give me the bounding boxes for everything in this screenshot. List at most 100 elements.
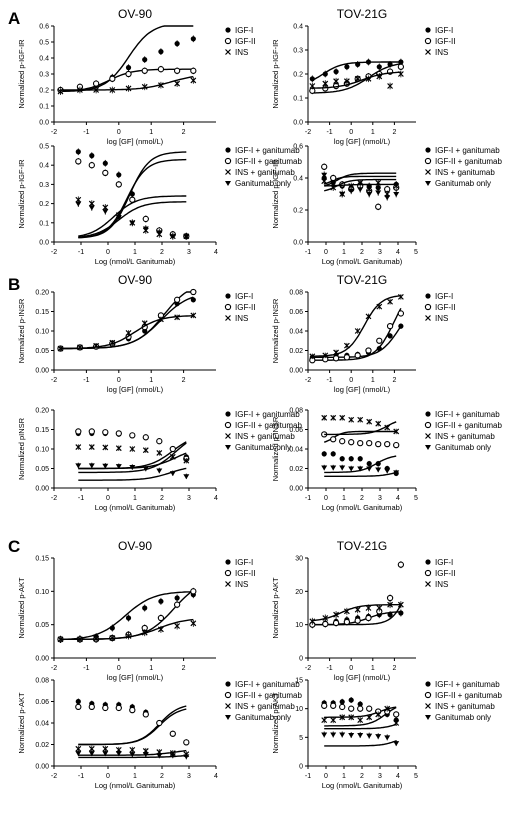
legend-marker xyxy=(425,293,431,299)
series-1 xyxy=(57,296,196,352)
data-point xyxy=(321,163,328,170)
data-point xyxy=(321,178,328,185)
data-point xyxy=(339,465,346,471)
data-point xyxy=(357,705,364,712)
data-point xyxy=(174,41,180,47)
data-point xyxy=(92,80,100,87)
data-point xyxy=(398,59,404,65)
legend-marker xyxy=(425,181,431,186)
y-tick-label: 0.04 xyxy=(289,447,303,454)
data-point xyxy=(174,623,181,629)
data-point xyxy=(115,181,122,188)
series-4 xyxy=(75,200,190,240)
series-1 xyxy=(309,58,404,83)
data-point xyxy=(129,432,136,439)
series-3 xyxy=(57,76,197,95)
x-tick-label: -1 xyxy=(78,773,84,780)
legend-label: Ganitumab only xyxy=(435,443,491,452)
data-point xyxy=(348,733,355,739)
data-point xyxy=(169,453,176,460)
x-tick-label: 1 xyxy=(342,773,346,780)
data-point xyxy=(393,183,400,189)
x-tick-label: 0 xyxy=(324,249,328,256)
y-tick-label: 0.06 xyxy=(289,427,303,434)
y-tick-label: 30 xyxy=(295,556,303,563)
data-point xyxy=(393,470,400,476)
data-point xyxy=(142,215,149,223)
data-point xyxy=(93,342,100,349)
series-4 xyxy=(321,171,400,201)
legend-marker xyxy=(425,681,431,687)
fit-curve xyxy=(324,471,397,477)
y-tick-label: 0.10 xyxy=(35,589,49,596)
y-tick-label: 0.1 xyxy=(39,220,49,227)
chart-2: TOV-21G -2 -1 0 1 2 0.0 0.1 0.2 0.3 0.4 log [GF] (n… xyxy=(271,7,455,146)
legend-label: IGF-II + ganitumab xyxy=(435,421,502,430)
data-point xyxy=(398,610,404,616)
y-axis-label: Normalized p-INSR xyxy=(271,416,280,481)
y-tick-label: 0.0 xyxy=(293,240,303,247)
legend-marker xyxy=(425,703,431,709)
x-tick-label: 4 xyxy=(396,773,400,780)
data-point xyxy=(375,185,381,191)
x-tick-label: -1 xyxy=(83,665,89,672)
data-point xyxy=(142,605,148,611)
legend-label: IGF-II xyxy=(235,303,255,312)
data-point xyxy=(387,601,394,608)
panel-letter-c: C xyxy=(8,537,20,556)
data-point xyxy=(125,330,132,336)
x-tick-label: -1 xyxy=(305,773,311,780)
data-point xyxy=(190,288,197,296)
data-point xyxy=(129,706,136,714)
y-tick-label: 0.08 xyxy=(289,408,303,415)
data-point xyxy=(129,746,136,753)
x-axis-label: log [GF] (nmol/L) xyxy=(334,385,391,394)
data-point xyxy=(102,745,109,752)
y-tick-label: 0.0 xyxy=(39,120,49,127)
y-tick-label: 0.10 xyxy=(35,329,49,336)
data-point xyxy=(376,64,382,70)
data-point xyxy=(321,465,328,471)
data-point xyxy=(357,456,363,462)
fit-curve xyxy=(60,315,194,350)
x-tick-label: 4 xyxy=(214,249,218,256)
data-point xyxy=(190,620,197,627)
data-point xyxy=(384,705,391,712)
data-point xyxy=(339,703,346,711)
data-point xyxy=(366,192,373,197)
x-tick-label: 3 xyxy=(187,773,191,780)
legend-label: INS + ganitumab xyxy=(435,702,495,711)
fit-curve xyxy=(312,295,401,357)
data-point xyxy=(343,78,350,85)
data-point xyxy=(174,595,180,601)
data-point xyxy=(393,192,400,197)
y-tick-label: 0.0 xyxy=(293,120,303,127)
x-tick-label: -2 xyxy=(51,495,57,502)
chart-title: TOV-21G xyxy=(337,7,387,21)
legend-label: INS + ganitumab xyxy=(235,432,295,441)
x-tick-label: 2 xyxy=(182,129,186,136)
legend-label: INS xyxy=(235,48,248,57)
legend-marker xyxy=(225,445,231,450)
data-point xyxy=(348,416,355,423)
data-point xyxy=(102,463,109,469)
data-point xyxy=(387,333,393,339)
legend-marker xyxy=(424,569,432,577)
y-axis-label: Normalized pINSR xyxy=(17,417,26,480)
y-axis-label: Normalized p-AKT xyxy=(271,692,280,754)
data-point xyxy=(343,618,351,626)
data-point xyxy=(88,200,95,207)
data-point xyxy=(76,636,83,643)
data-point xyxy=(376,303,383,310)
y-tick-label: 20 xyxy=(295,589,303,596)
x-tick-label: 0 xyxy=(106,495,110,502)
y-tick-label: 0.00 xyxy=(35,486,49,493)
legend-marker xyxy=(225,315,231,321)
data-point xyxy=(129,752,136,758)
x-tick-label: 2 xyxy=(160,495,164,502)
y-tick-label: 0.05 xyxy=(35,622,49,629)
data-point xyxy=(142,57,148,63)
fit-curve xyxy=(78,442,187,474)
x-tick-label: 3 xyxy=(187,249,191,256)
fit-curve xyxy=(323,430,397,443)
